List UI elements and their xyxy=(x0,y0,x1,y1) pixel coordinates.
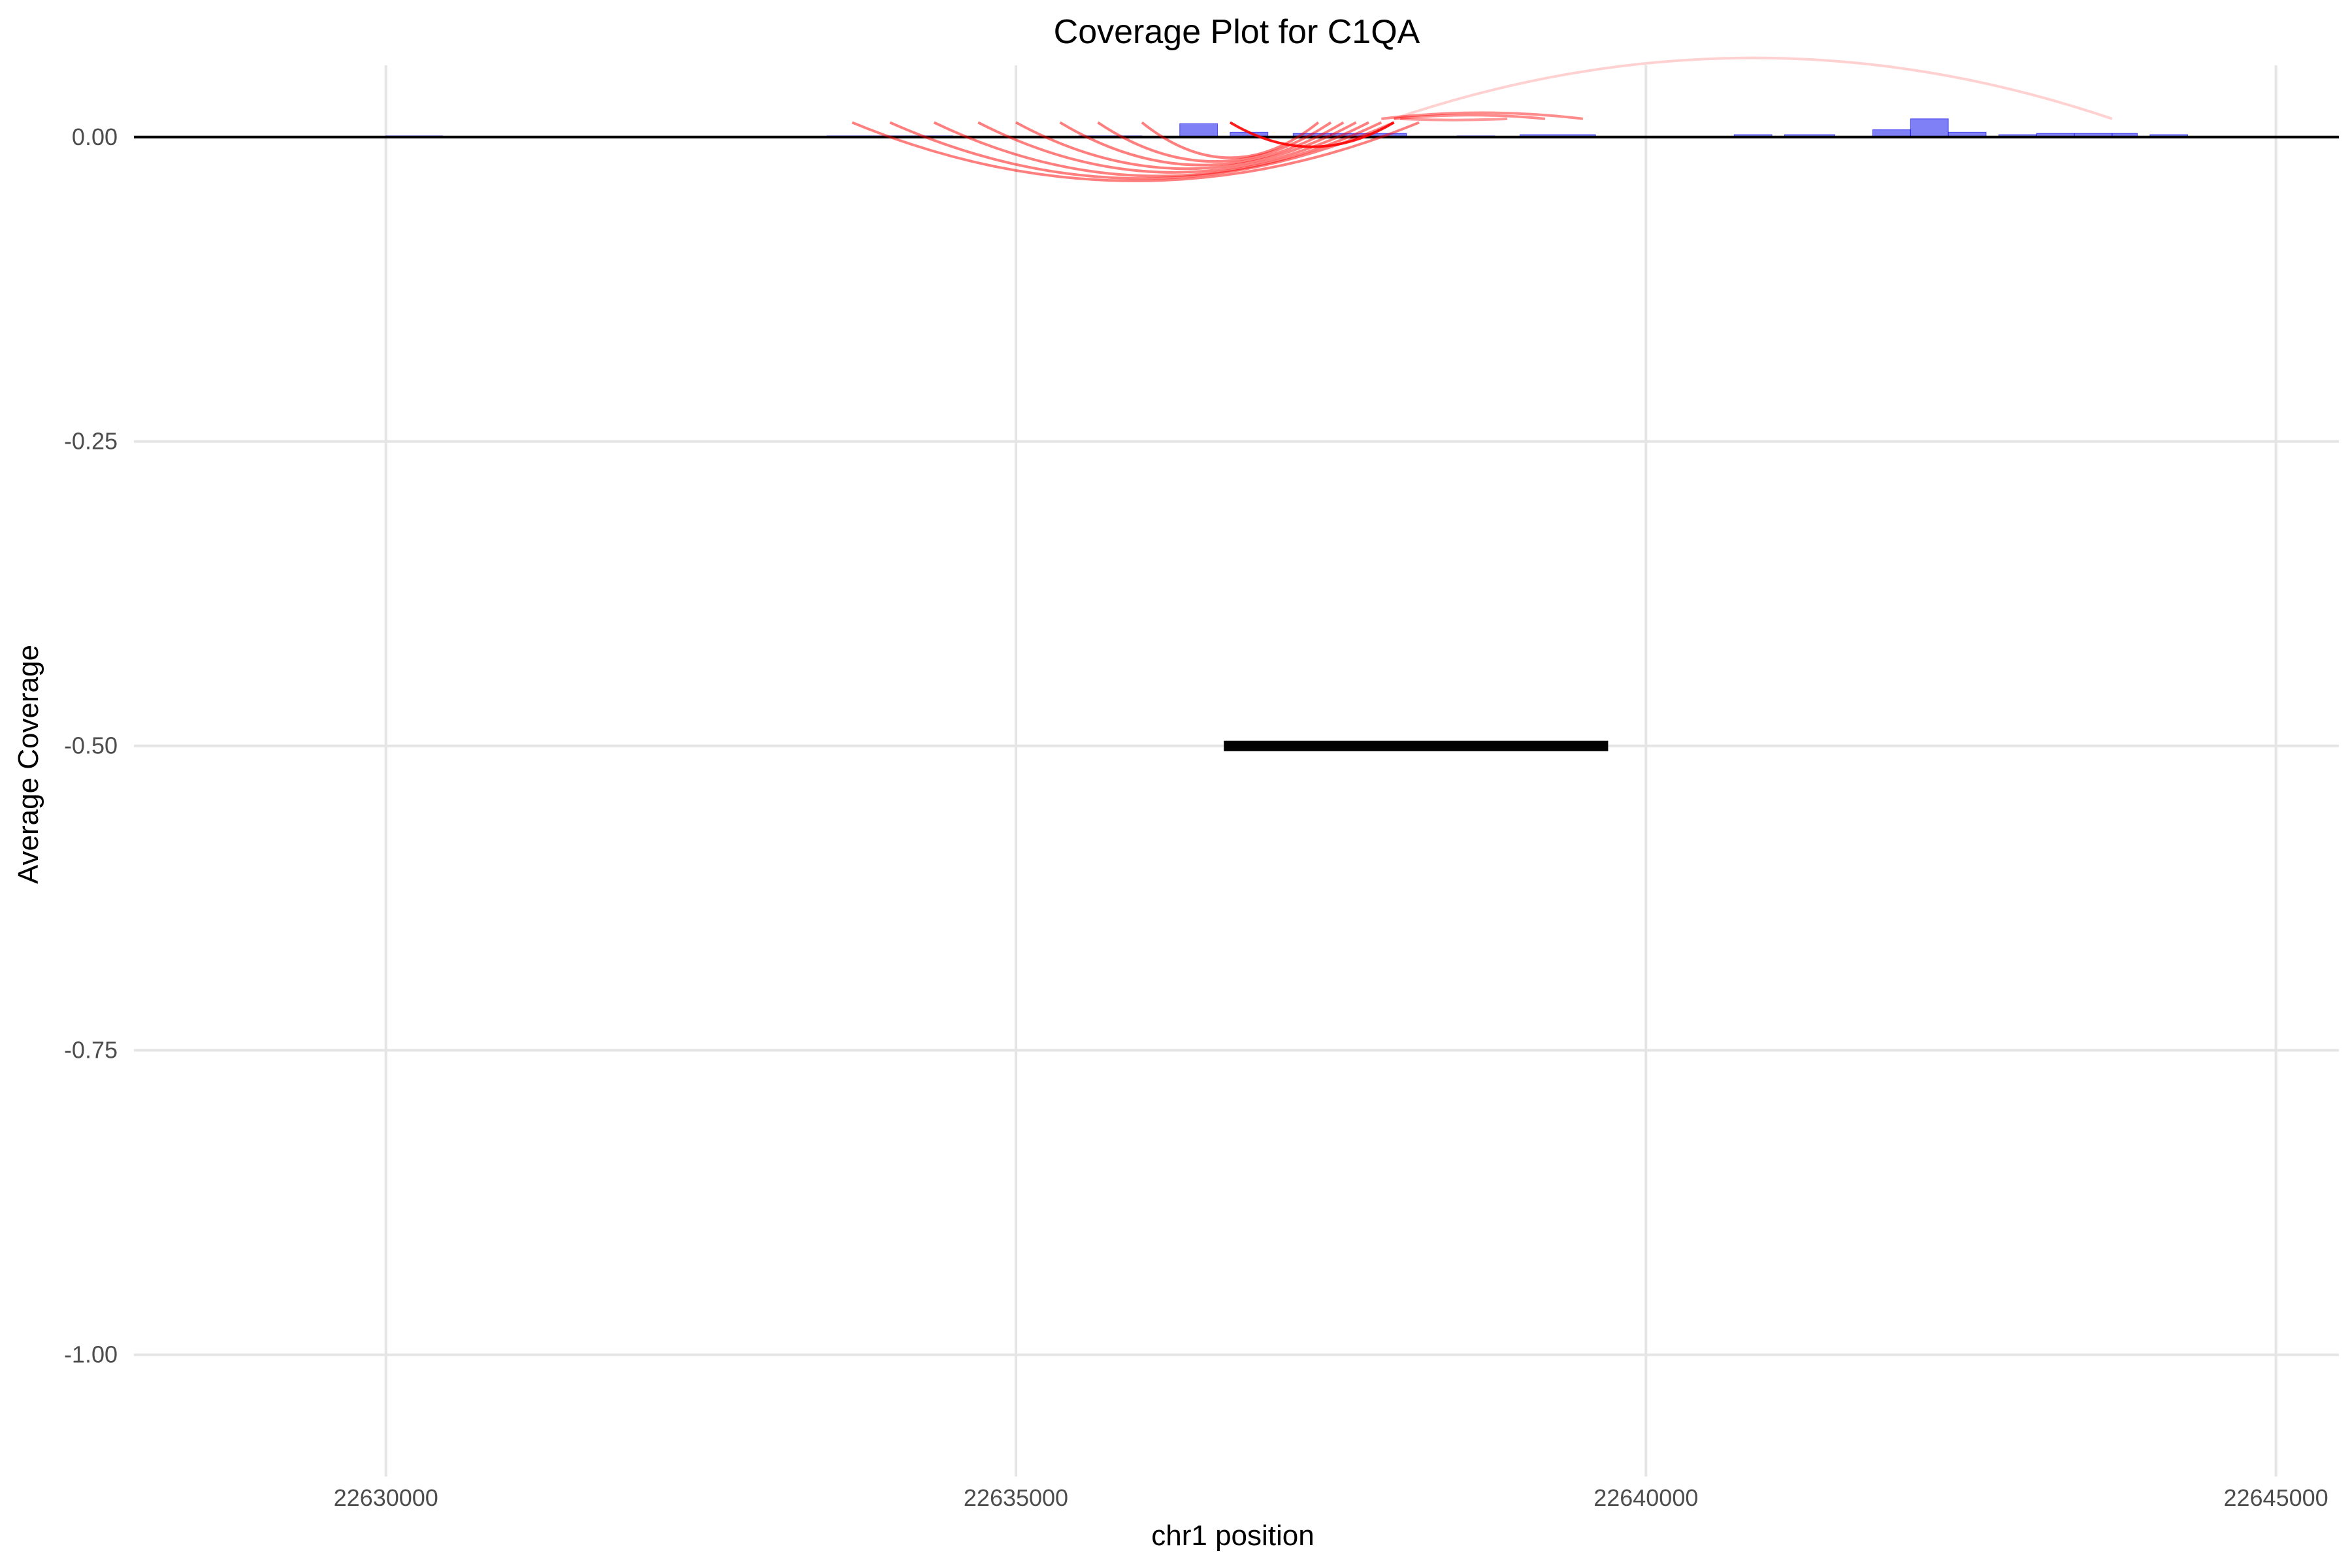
junction-arcs xyxy=(851,56,2113,182)
coverage-bar xyxy=(1179,123,1218,138)
x-tick-label: 22630000 xyxy=(334,1484,438,1511)
y-tick-label: -0.50 xyxy=(64,732,118,759)
y-axis-ticks: 0.00 -0.25 -0.50 -0.75 -1.00 xyxy=(64,123,118,1368)
x-tick-label: 22640000 xyxy=(1593,1484,1698,1511)
junction-arc xyxy=(1381,111,1584,120)
junction-arc xyxy=(1229,121,1395,148)
y-tick-label: 0.00 xyxy=(72,123,118,150)
x-tick-label: 22645000 xyxy=(2223,1484,2328,1511)
junction-arc xyxy=(1097,121,1332,163)
y-tick-label: -0.25 xyxy=(64,428,118,455)
chart-title: Coverage Plot for C1QA xyxy=(1054,13,1420,51)
junction-arc xyxy=(1015,121,1357,171)
junction-arc xyxy=(889,121,1395,180)
junction-arc xyxy=(1400,117,1508,122)
x-tick-label: 22635000 xyxy=(964,1484,1068,1511)
junction-arc xyxy=(1141,121,1320,159)
x-axis-ticks: 22630000 22635000 22640000 22645000 xyxy=(334,1484,2328,1511)
grid xyxy=(134,65,2339,1477)
junction-arc xyxy=(1059,121,1345,167)
y-axis-title: Average Coverage xyxy=(12,645,44,884)
junction-arc xyxy=(1394,114,1546,120)
junction-arc xyxy=(1393,56,2113,120)
junction-arc xyxy=(851,121,1420,182)
y-tick-label: -0.75 xyxy=(64,1037,118,1064)
x-axis-title: chr1 position xyxy=(1151,1520,1314,1552)
coverage-bar xyxy=(1910,118,1949,138)
y-tick-label: -1.00 xyxy=(64,1341,118,1368)
coverage-bars xyxy=(385,118,2189,138)
junction-arc xyxy=(933,121,1382,178)
